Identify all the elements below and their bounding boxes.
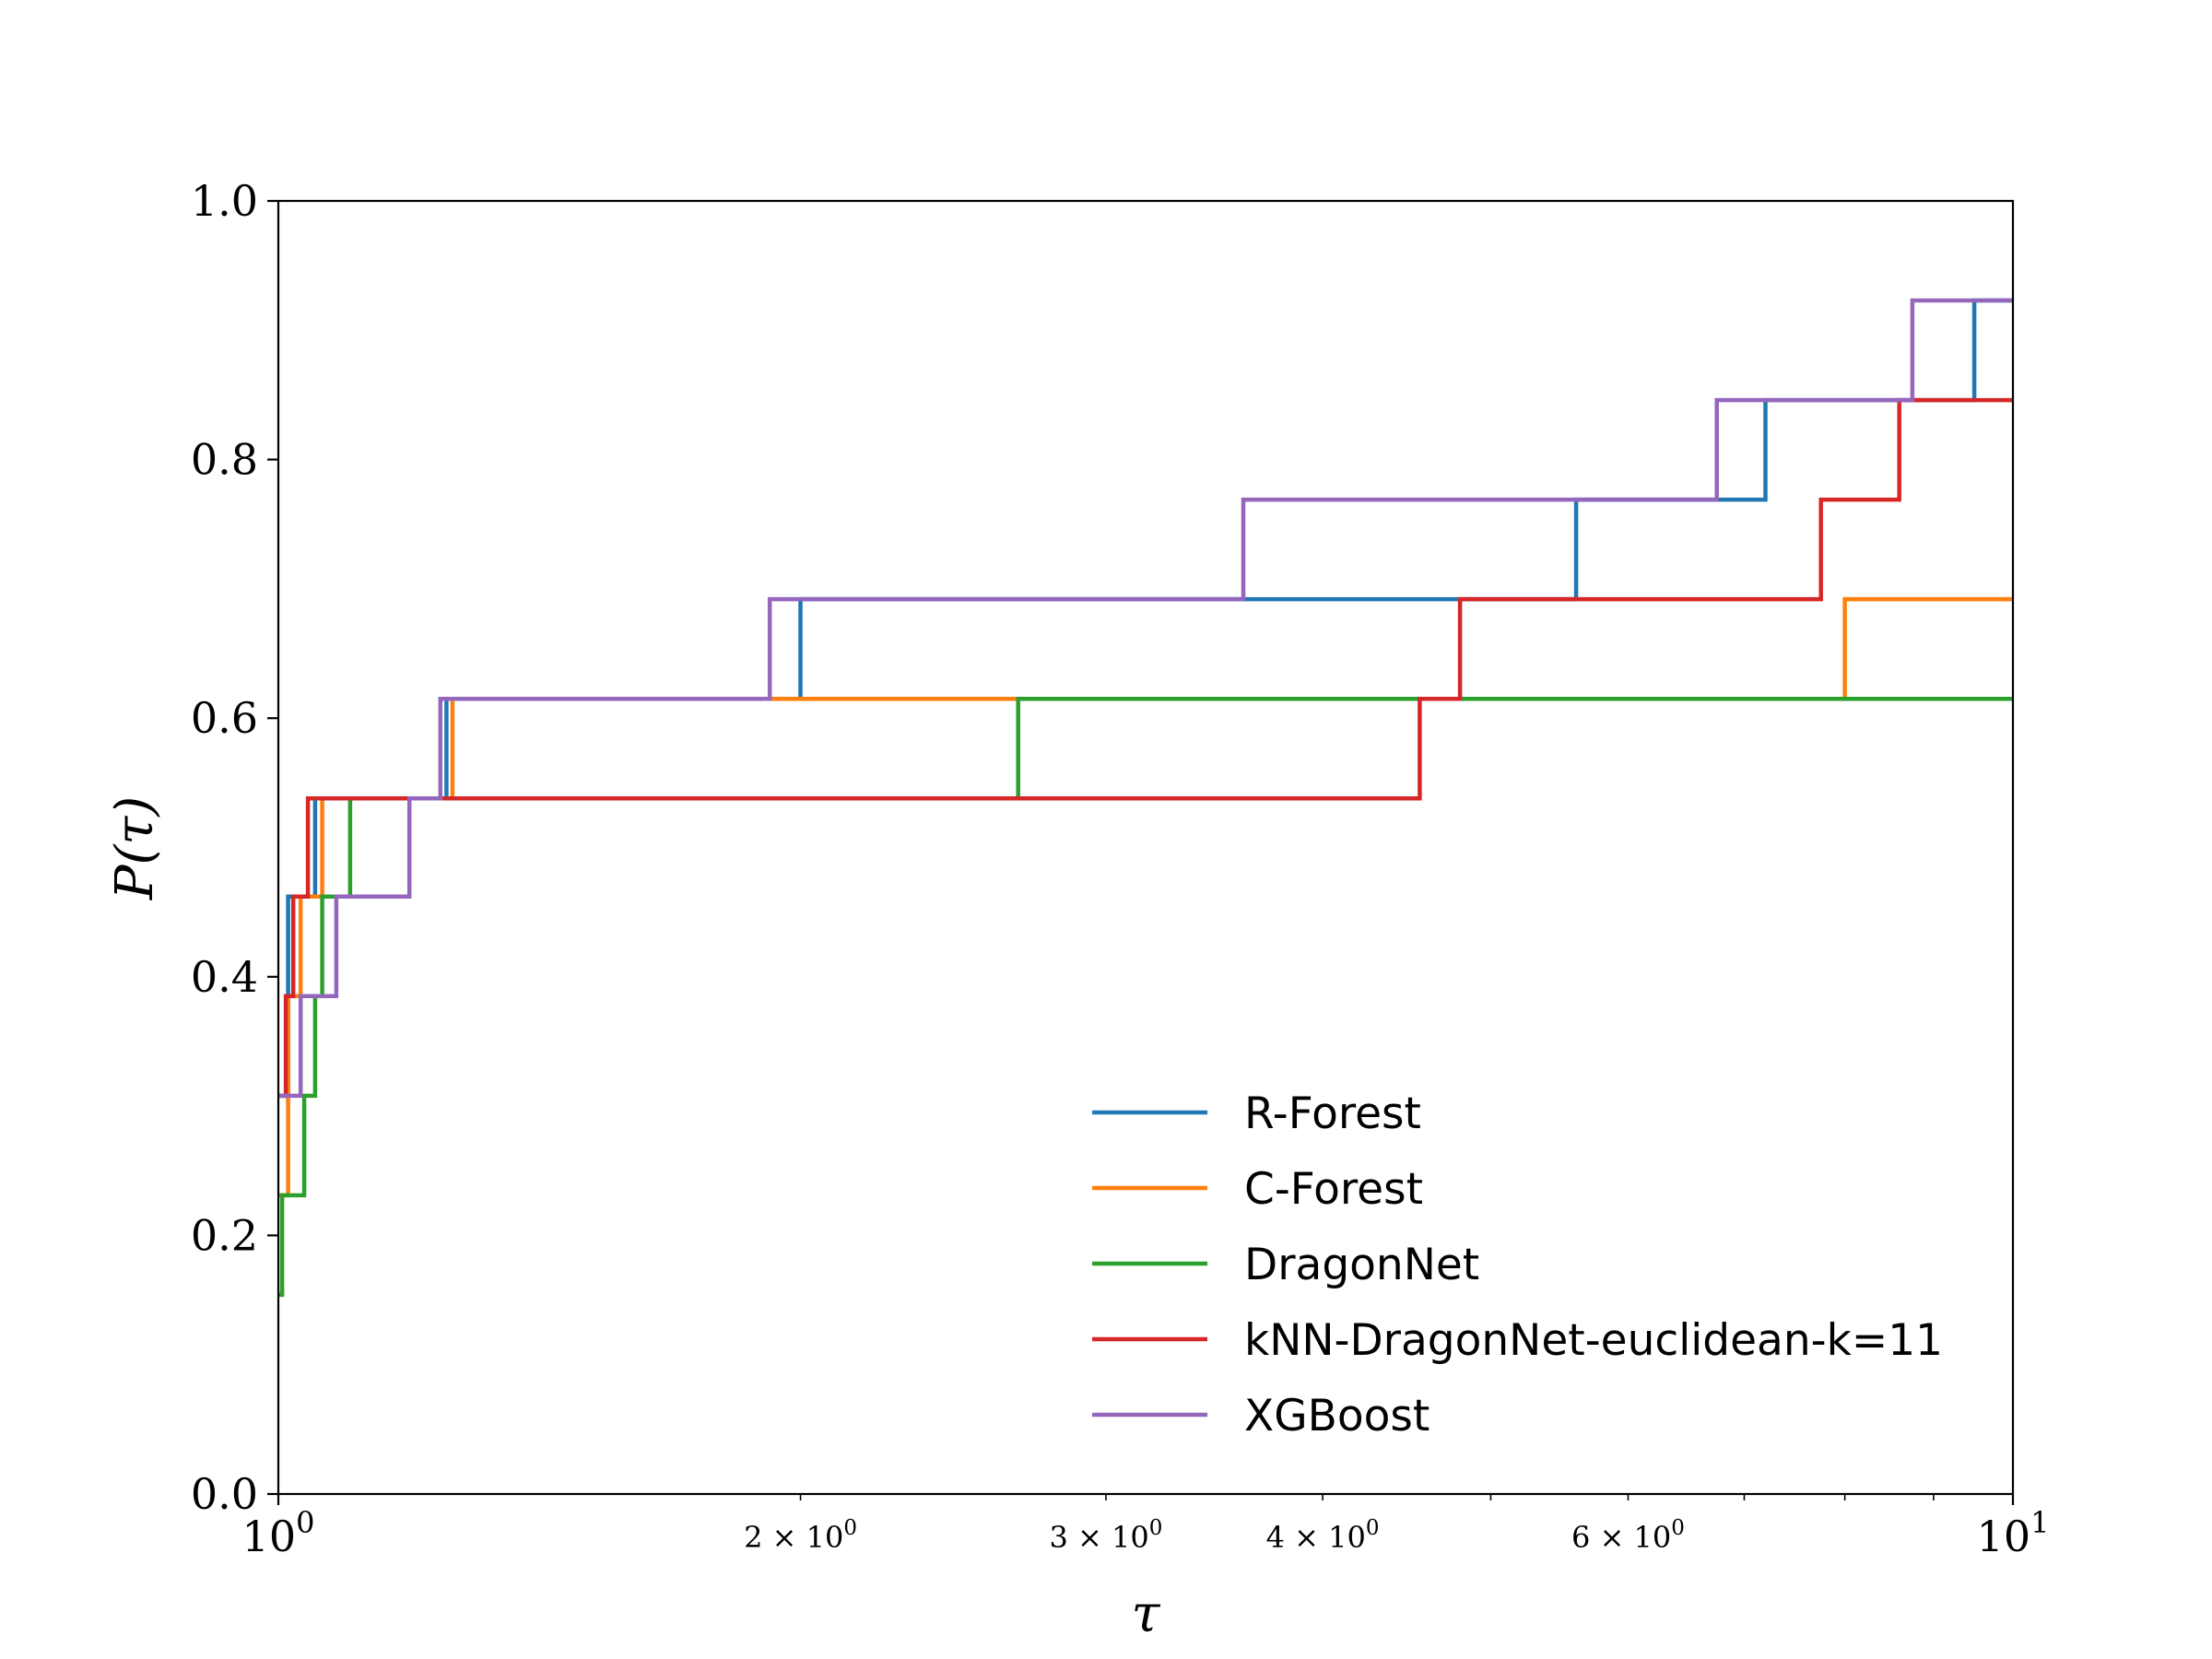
series-line-3 <box>278 397 2013 1099</box>
plot-area <box>278 201 2013 1494</box>
y-tick-label-5: 1.0 <box>191 176 258 226</box>
legend-label-2: DragonNet <box>1244 1240 1479 1290</box>
y-tick-label-3: 0.6 <box>191 693 258 743</box>
x-minor-tick-label-1: 3 × 100 <box>1050 1516 1163 1555</box>
legend: R-Forest C-Forest DragonNet kNN-DragonNet-e… <box>1092 1088 1943 1441</box>
series-layer <box>278 298 2013 1298</box>
y-tick-label-1: 0.2 <box>191 1210 258 1260</box>
legend-label-0: R-Forest <box>1244 1088 1421 1139</box>
legend-label-4: XGBoost <box>1244 1391 1430 1441</box>
y-tick-label-2: 0.4 <box>191 952 258 1002</box>
tick-labels: 0.0 0.2 0.4 0.6 0.8 1.0 100 101 2 × 100 3 × 100 4 … <box>191 176 2050 1561</box>
legend-label-1: C-Forest <box>1244 1164 1423 1215</box>
legend-label-3: kNN-DragonNet-euclidean-k=11 <box>1244 1315 1943 1366</box>
plot-frame <box>276 199 2015 1496</box>
x-minor-tick-label-2: 4 × 100 <box>1266 1516 1380 1555</box>
series-line-4 <box>278 298 2013 1099</box>
x-major-tick-label-1: 101 <box>1977 1505 2050 1561</box>
y-axis-label: P(τ) <box>105 796 165 900</box>
x-minor-tick-label-0: 2 × 100 <box>744 1516 857 1555</box>
y-tick-label-0: 0.0 <box>191 1469 258 1519</box>
x-major-tick-label-0: 100 <box>242 1505 315 1561</box>
x-minor-tick-label-4: 6 × 100 <box>1571 1516 1685 1555</box>
axis-ticks <box>267 199 2015 1505</box>
x-axis-label: τ <box>1132 1584 1161 1644</box>
series-line-1 <box>278 596 2013 1198</box>
y-tick-label-4: 0.8 <box>191 435 258 485</box>
